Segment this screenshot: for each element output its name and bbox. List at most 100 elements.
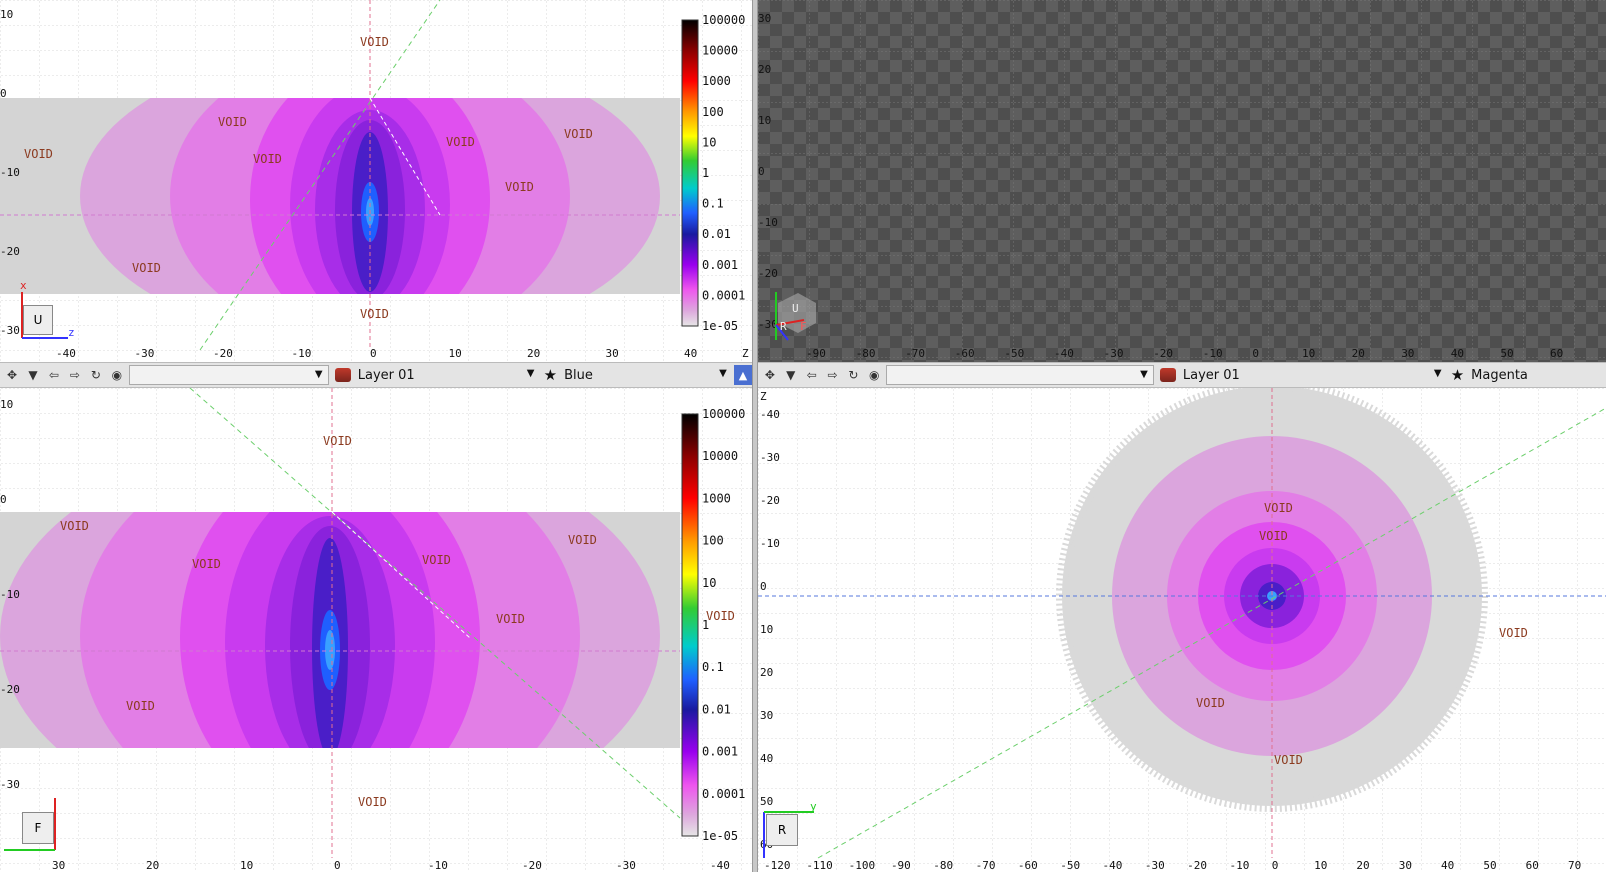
view-cube-f: F <box>800 320 807 333</box>
y-tick-label: -20 <box>0 683 20 696</box>
viewport-top-right[interactable]: -90 -80 -70 -60 -50 -40 -30 -20 -10 0 10 20 30 40 50 60… <box>758 0 1606 362</box>
x-tick-label: -120 <box>764 859 791 872</box>
void-label: VOID <box>706 609 735 623</box>
y-tick-label: -20 <box>0 245 20 258</box>
color-select[interactable]: Blue ▼ <box>560 365 732 385</box>
colorbar-tick-label: 0.0001 <box>702 787 745 801</box>
y-tick-label: 30 <box>758 12 771 25</box>
y-tick-label: -10 <box>760 537 780 550</box>
move-tool-icon[interactable]: ✥ <box>764 368 775 382</box>
rotate-icon[interactable]: ↻ <box>848 368 859 382</box>
x-tick-label: -20 <box>213 347 233 360</box>
colorbar-tick-label: 0.1 <box>702 660 724 674</box>
colorbar-tick-label: 1e-05 <box>702 319 738 333</box>
colorbar-tick-label: 0.01 <box>702 227 731 241</box>
chevron-down-icon: ▼ <box>1140 369 1148 380</box>
view-cube-button[interactable]: F <box>22 812 54 844</box>
layer-icon <box>1160 368 1176 382</box>
y-tick-label: 0 <box>758 165 765 178</box>
x-tick-label: -90 <box>806 347 826 360</box>
y-tick-label: 10 <box>0 398 13 411</box>
color-select[interactable]: Magenta <box>1467 365 1606 385</box>
colorbar-tick-label: 100000 <box>702 13 745 27</box>
y-tick-label: 20 <box>758 63 771 76</box>
star-icon[interactable]: ★ <box>1450 366 1465 384</box>
y-tick-label: -20 <box>760 494 780 507</box>
x-tick-label: -90 <box>891 859 911 872</box>
colorbar-tick-label: 100 <box>702 534 724 548</box>
colorbar-tick-label: 0.01 <box>702 702 731 716</box>
y-tick-label: 40 <box>760 752 773 765</box>
colorbar <box>681 19 699 327</box>
x-tick-label: 0 <box>1252 347 1259 360</box>
x-tick-label: 50 <box>1483 859 1496 872</box>
void-label: VOID <box>496 612 525 626</box>
void-label: VOID <box>24 147 53 161</box>
top-right-canvas: -90 -80 -70 -60 -50 -40 -30 -20 -10 0 10 20 30 40 50 60… <box>758 0 1606 362</box>
colorbar-tick-label: 10 <box>702 135 716 149</box>
forward-arrow-icon[interactable]: ⇨ <box>69 368 80 382</box>
x-tick-label: -60 <box>1018 859 1038 872</box>
x-tick-label: -40 <box>1103 859 1123 872</box>
toolbar-bottom-right: ✥ ▼ ⇦ ⇨ ↻ ◉ ▼ Layer 01 ▼ ★ Magenta <box>758 362 1606 388</box>
axis-y-label: y <box>810 800 817 813</box>
y-tick-label: -30 <box>0 778 20 791</box>
x-tick-label: 50 <box>1500 347 1513 360</box>
chevron-down-icon[interactable]: ▼ <box>28 368 38 382</box>
x-tick-label: -100 <box>849 859 876 872</box>
viewport-bottom-left[interactable]: VOID VOID VOID VOID VOID VOID VOID VOID … <box>0 388 752 872</box>
triangle-up-icon[interactable]: ▲ <box>733 365 752 385</box>
forward-arrow-icon[interactable]: ⇨ <box>827 368 838 382</box>
axis-x-label: x <box>20 279 27 292</box>
back-arrow-icon[interactable]: ⇦ <box>806 368 817 382</box>
toolbar-bottom-left: ✥ ▼ ⇦ ⇨ ↻ ◉ ▼ Layer 01 ▼ ★ Blue ▼ ▲ <box>0 362 752 388</box>
chevron-down-icon[interactable]: ▼ <box>786 368 796 382</box>
x-tick-label: -20 <box>522 859 542 872</box>
view-cube-button[interactable]: U <box>23 305 53 335</box>
star-icon[interactable]: ★ <box>543 366 558 384</box>
layer-select[interactable]: Layer 01 ▼ <box>354 365 540 385</box>
eye-icon[interactable]: ◉ <box>868 368 880 382</box>
x-tick-label: -110 <box>806 859 833 872</box>
colorbar-tick-label: 1000 <box>702 491 731 505</box>
colorbar-tick-label: 1 <box>702 166 709 180</box>
colorbar-tick-label: 10000 <box>702 449 738 463</box>
viewport-bottom-right[interactable]: VOID VOID VOID VOID VOID -120 -110 -100 -90… <box>758 388 1606 872</box>
colorbar-tick-label: 0.001 <box>702 258 738 272</box>
x-tick-label: 60 <box>1550 347 1563 360</box>
y-tick-label: -30 <box>758 318 778 331</box>
void-label: VOID <box>60 519 89 533</box>
bottom-left-canvas: VOID VOID VOID VOID VOID VOID VOID VOID … <box>0 388 752 872</box>
eye-icon[interactable]: ◉ <box>111 368 123 382</box>
viewport-splitter-vertical[interactable] <box>752 0 758 872</box>
y-tick-label: -10 <box>758 216 778 229</box>
void-label: VOID <box>132 261 161 275</box>
y-tick-label: 10 <box>760 623 773 636</box>
y-tick-label: 30 <box>760 709 773 722</box>
x-tick-label: -60 <box>955 347 975 360</box>
void-label: VOID <box>360 35 389 49</box>
move-tool-icon[interactable]: ✥ <box>6 368 18 382</box>
x-tick-label: -10 <box>1229 859 1249 872</box>
view-cube-label: U <box>792 302 799 315</box>
x-tick-label: 20 <box>1356 859 1369 872</box>
view-select[interactable]: ▼ <box>886 365 1154 385</box>
view-select[interactable]: ▼ <box>128 365 329 385</box>
rotate-icon[interactable]: ↻ <box>90 368 101 382</box>
x-tick-label: -20 <box>1187 859 1207 872</box>
viewport-top-left[interactable]: VOID VOID VOID VOID VOID VOID VOID VOID … <box>0 0 752 362</box>
x-tick-label: 20 <box>527 347 540 360</box>
void-label: VOID <box>360 307 389 321</box>
layer-select[interactable]: Layer 01 ▼ <box>1179 365 1447 385</box>
colorbar-tick-label: 100 <box>702 105 724 119</box>
view-cube-button[interactable]: R <box>766 814 798 846</box>
x-tick-label: -30 <box>1145 859 1165 872</box>
back-arrow-icon[interactable]: ⇦ <box>48 368 59 382</box>
layer-select-value: Layer 01 <box>357 367 415 383</box>
x-tick-label: -80 <box>856 347 876 360</box>
void-label: VOID <box>126 699 155 713</box>
axis-z-label: z <box>68 326 75 339</box>
colorbar-tick-label: 10 <box>702 576 716 590</box>
chevron-down-icon: ▼ <box>526 368 535 379</box>
colorbar-tick-label: 1e-05 <box>702 829 738 843</box>
